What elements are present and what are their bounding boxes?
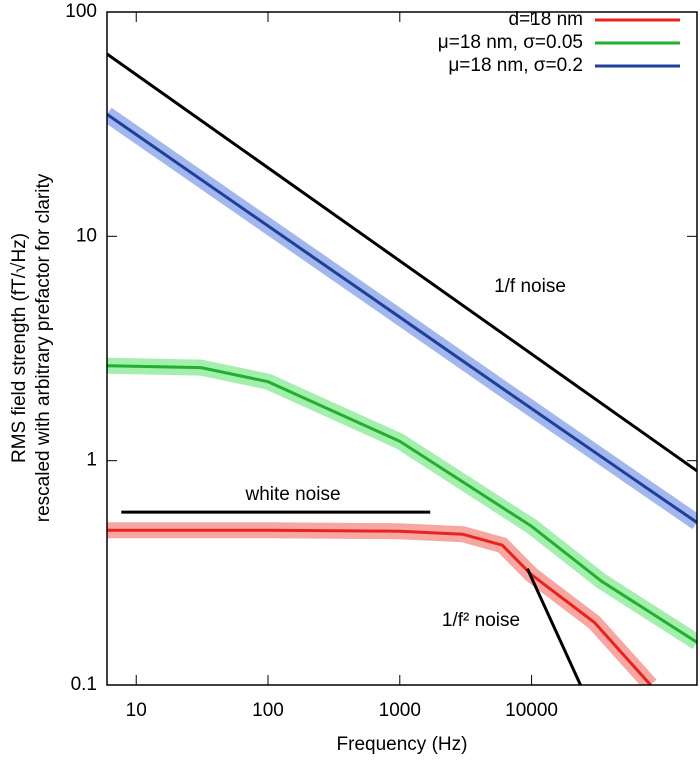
x-tick-label: 100 xyxy=(252,700,284,721)
y-axis-label: RMS field strength (fT/√Hz) xyxy=(9,233,30,463)
series-line xyxy=(107,364,697,644)
annotation: white noise xyxy=(244,484,340,505)
reference-line xyxy=(107,52,697,473)
x-tick-label: 10000 xyxy=(505,700,558,721)
y-tick-label: 1 xyxy=(86,450,97,471)
series-line xyxy=(107,528,652,685)
plot-frame xyxy=(106,11,698,686)
legend-label: μ=18 nm, σ=0.2 xyxy=(448,55,583,76)
legend-label: d=18 nm xyxy=(509,9,583,30)
y-tick-label: 10 xyxy=(76,225,97,246)
y-tick-label: 100 xyxy=(65,1,97,22)
series-line xyxy=(107,113,697,524)
y-axis-label: rescaled with arbitrary prefactor for cl… xyxy=(33,173,54,522)
x-tick-label: 1000 xyxy=(379,700,421,721)
annotation: 1/f² noise xyxy=(442,610,520,631)
legend-label: μ=18 nm, σ=0.05 xyxy=(438,32,583,53)
x-tick-label: 10 xyxy=(126,700,147,721)
reference-line xyxy=(526,568,582,685)
x-axis-label: Frequency (Hz) xyxy=(337,734,468,755)
annotation: 1/f noise xyxy=(494,276,566,297)
y-tick-label: 0.1 xyxy=(71,674,97,695)
